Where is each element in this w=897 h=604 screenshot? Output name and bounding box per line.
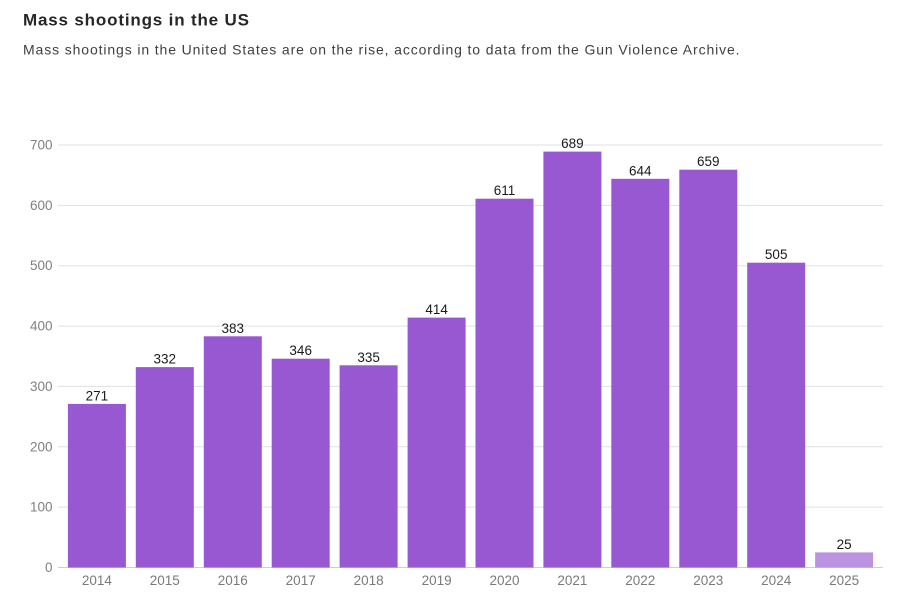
svg-text:2016: 2016 <box>218 573 248 588</box>
svg-text:2022: 2022 <box>625 573 655 588</box>
svg-text:505: 505 <box>765 247 788 262</box>
svg-text:2021: 2021 <box>557 573 587 588</box>
svg-text:2025: 2025 <box>829 573 859 588</box>
svg-text:700: 700 <box>30 138 53 153</box>
svg-text:400: 400 <box>30 319 53 334</box>
svg-text:2023: 2023 <box>693 573 723 588</box>
svg-text:2019: 2019 <box>422 573 452 588</box>
svg-text:2014: 2014 <box>82 573 113 588</box>
svg-text:611: 611 <box>494 183 516 198</box>
svg-text:689: 689 <box>561 136 584 151</box>
svg-text:346: 346 <box>289 343 312 358</box>
svg-text:2020: 2020 <box>489 573 519 588</box>
svg-text:Mass shootings in the United S: Mass shootings in the United States are … <box>23 42 740 58</box>
svg-text:644: 644 <box>629 163 652 178</box>
svg-text:2024: 2024 <box>761 573 792 588</box>
svg-text:600: 600 <box>30 198 53 213</box>
svg-text:332: 332 <box>154 352 177 367</box>
svg-text:500: 500 <box>30 258 53 273</box>
svg-text:2018: 2018 <box>354 573 384 588</box>
svg-text:271: 271 <box>86 388 109 403</box>
svg-text:2017: 2017 <box>286 573 316 588</box>
svg-text:2015: 2015 <box>150 573 180 588</box>
svg-text:Mass shootings in the US: Mass shootings in the US <box>23 11 250 30</box>
svg-text:25: 25 <box>837 537 852 552</box>
svg-text:200: 200 <box>30 439 53 454</box>
svg-text:383: 383 <box>222 321 245 336</box>
svg-text:300: 300 <box>30 379 53 394</box>
svg-text:414: 414 <box>425 302 448 317</box>
svg-text:659: 659 <box>697 154 720 169</box>
svg-text:335: 335 <box>357 350 380 365</box>
svg-text:0: 0 <box>45 560 53 575</box>
svg-text:100: 100 <box>30 500 53 515</box>
